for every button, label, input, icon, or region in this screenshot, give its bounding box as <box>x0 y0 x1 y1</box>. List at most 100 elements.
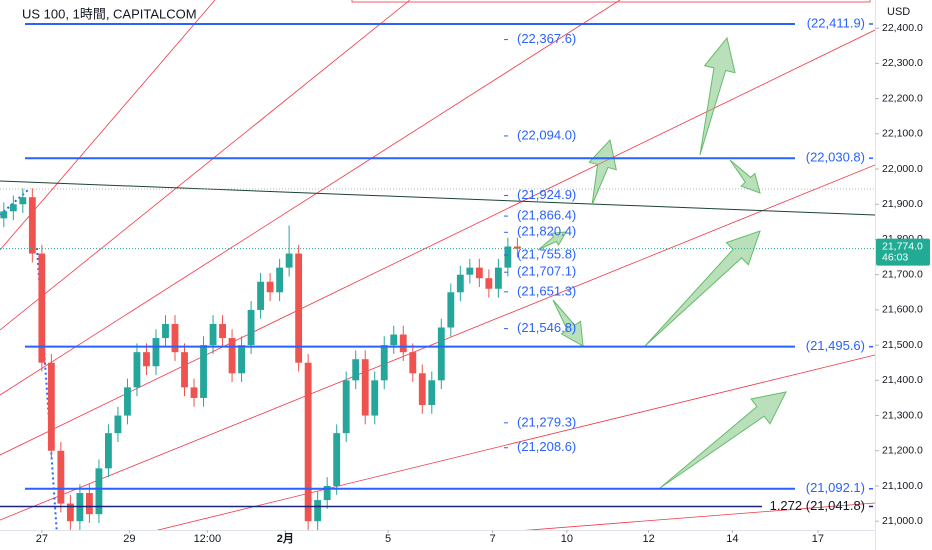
candle-body <box>428 380 436 405</box>
candle-body <box>390 334 398 346</box>
candle-body <box>152 338 160 367</box>
candle-body <box>238 345 245 374</box>
candle-body <box>418 373 426 405</box>
candle-body <box>200 345 207 398</box>
target-label: (21,755.8) <box>517 246 576 261</box>
y-tick-label: 21,400.0 <box>882 374 923 386</box>
y-tick-label: 22,300.0 <box>882 57 923 69</box>
candle-body <box>466 267 474 275</box>
candle-body <box>47 362 55 451</box>
candle-body <box>9 204 17 212</box>
candle-body <box>314 500 322 522</box>
candle-body <box>133 352 141 388</box>
target-label: (22,367.6) <box>517 31 576 46</box>
arrow <box>729 159 761 194</box>
candle-body <box>105 433 112 469</box>
level-label: (22,030.8) <box>806 150 865 165</box>
y-tick-label: 21,100.0 <box>882 480 923 492</box>
target-label: (21,279.3) <box>517 414 576 429</box>
y-tick-label: 22,200.0 <box>882 92 923 104</box>
candle-body <box>513 246 521 249</box>
candle-body <box>409 352 417 374</box>
trendlines <box>0 0 875 530</box>
arrow <box>588 138 617 206</box>
y-tick-label: 21,700.0 <box>882 268 923 280</box>
candle-body <box>95 468 103 515</box>
trendline <box>0 164 875 521</box>
candle-body <box>333 433 341 486</box>
candle-body <box>304 362 312 522</box>
arrows <box>537 36 787 489</box>
arrow <box>659 391 787 489</box>
x-tick-label: 12:00 <box>194 533 222 545</box>
last-price-badge <box>876 238 930 266</box>
candle-body <box>114 415 122 434</box>
candle-body <box>162 323 169 339</box>
candle-body <box>19 197 27 205</box>
y-tick-label: 21,300.0 <box>882 409 923 421</box>
candles <box>0 188 521 530</box>
level-label: (21,495.6) <box>806 338 865 353</box>
y-tick-label: 21,500.0 <box>882 339 923 351</box>
trendline <box>0 0 621 396</box>
trendline <box>0 29 875 456</box>
level-label: (21,092.1) <box>806 480 865 495</box>
candle-body <box>171 323 179 353</box>
countdown: 46:03 <box>882 251 908 263</box>
trendline <box>0 0 216 251</box>
arrow <box>699 36 736 156</box>
candle-body <box>276 267 284 293</box>
x-tick-label: 17 <box>812 533 824 545</box>
overlay: (22,411.9) (22,030.8) (21,495.6) (21,092.1)… <box>0 15 875 513</box>
dotted-path <box>0 189 29 216</box>
y-tick-label: 22,000.0 <box>882 163 923 175</box>
arrow <box>537 231 567 251</box>
arrow <box>644 230 761 347</box>
y-tick-label: 21,600.0 <box>882 304 923 316</box>
candle-body <box>143 352 150 367</box>
candle-body <box>247 309 255 346</box>
candle-body <box>228 338 236 374</box>
candle-body <box>485 278 493 289</box>
candle-body <box>257 281 265 310</box>
candle-body <box>447 292 455 328</box>
target-label: (21,924.9) <box>517 187 576 202</box>
trendline <box>156 354 875 530</box>
last-price-label: 21,774.0 <box>882 240 923 252</box>
candle-body <box>57 450 65 504</box>
candle-body <box>38 253 46 363</box>
candle-body <box>66 503 74 522</box>
target-label: (22,094.0) <box>517 127 576 142</box>
candle-body <box>0 211 8 219</box>
x-tick-label: 27 <box>36 533 48 545</box>
x-tick-label: 12 <box>643 533 655 545</box>
currency: USD <box>887 6 910 18</box>
trendline <box>0 0 411 331</box>
y-tick-label: 21,200.0 <box>882 445 923 457</box>
y-tick-label: 22,400.0 <box>882 22 923 34</box>
candle-body <box>380 345 388 381</box>
box <box>351 0 871 3</box>
candle-body <box>190 387 198 398</box>
candle-body <box>28 197 36 254</box>
target-label: (21,820.4) <box>517 224 576 239</box>
candle-body <box>475 267 483 279</box>
candle-body <box>295 253 303 363</box>
x-tick-label: 29 <box>123 533 135 545</box>
y-tick-label: 21,900.0 <box>882 198 923 210</box>
target-label: (21,546.8) <box>517 320 576 335</box>
target-label: (21,866.4) <box>517 208 576 223</box>
y-tick-label: 22,100.0 <box>882 128 923 140</box>
level-label: (22,411.9) <box>807 15 865 30</box>
x-tick-label: 5 <box>385 533 391 545</box>
y-tick-label: 21,000.0 <box>882 515 923 527</box>
target-label: (21,651.3) <box>517 283 576 298</box>
candle-body <box>323 485 331 501</box>
x-tick-label: 10 <box>561 533 573 545</box>
candle-body <box>209 323 217 346</box>
candle-body <box>124 387 131 416</box>
fib-label: 1.272 (21,041.8) <box>770 498 865 513</box>
candle-body <box>266 281 274 293</box>
